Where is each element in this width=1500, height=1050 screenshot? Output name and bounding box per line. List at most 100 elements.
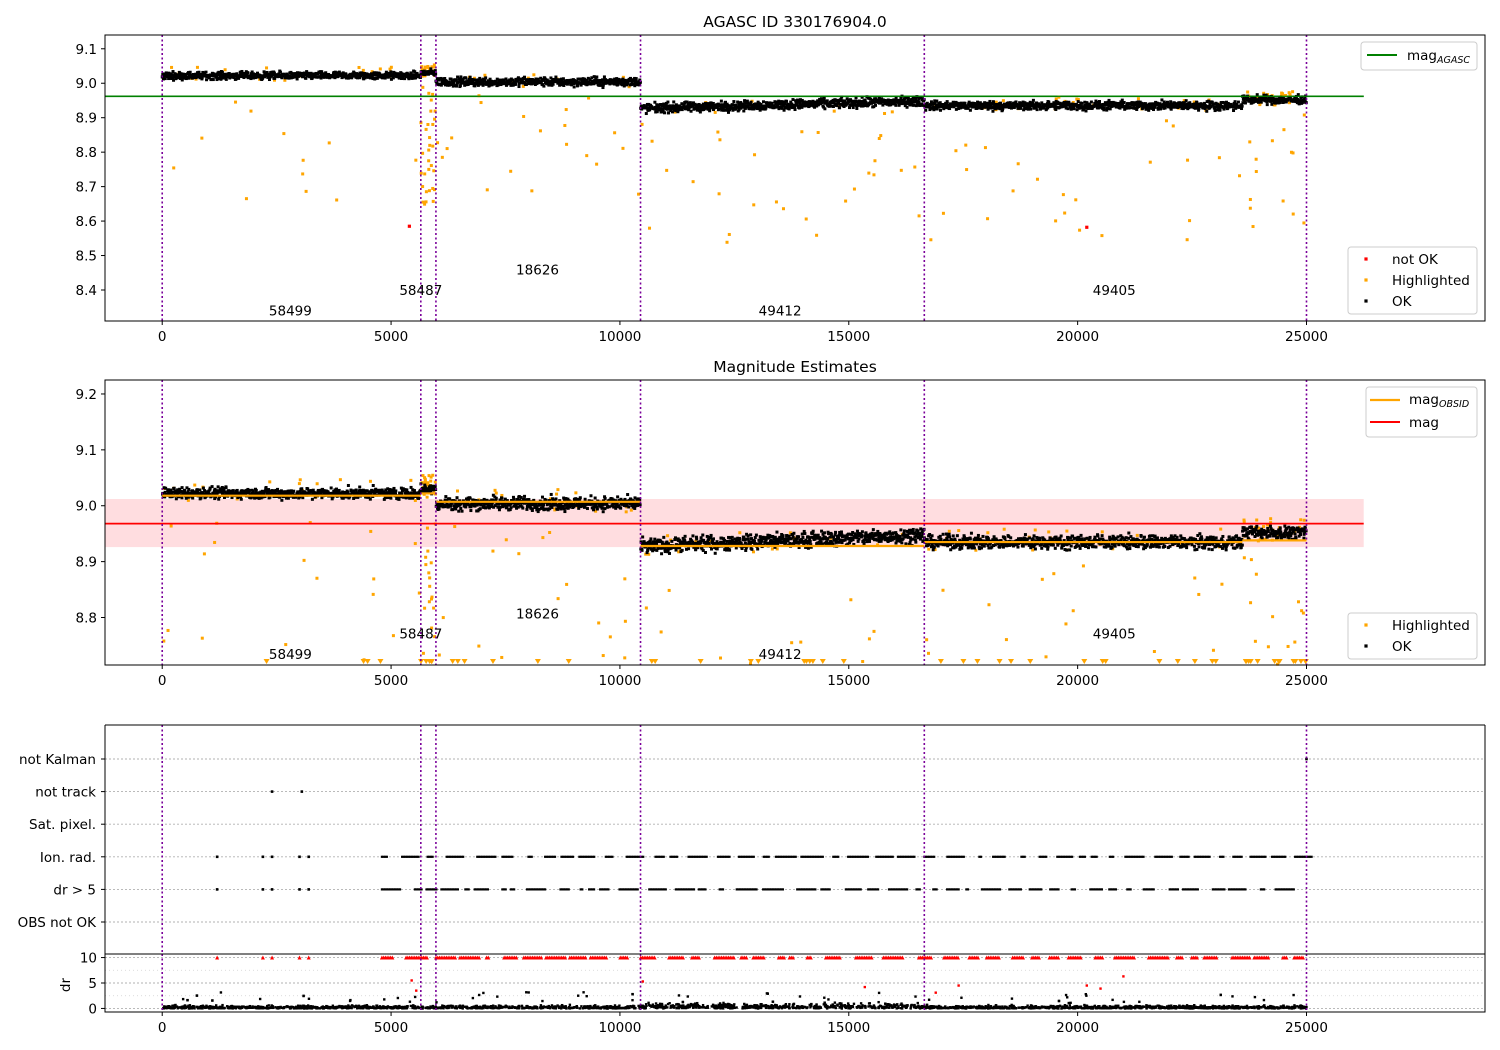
ok-point [761,100,765,104]
ok-point [1054,108,1058,112]
ok-point [568,505,572,509]
ok-point [445,83,449,87]
ok-point [379,73,383,77]
ok-point [479,503,483,507]
legend-entry-label: Highlighted [1392,273,1470,289]
highlighted-point [423,477,427,481]
ok-point [855,106,859,110]
ok-point [777,107,781,111]
ok-point [978,101,982,105]
ok-point [346,491,350,495]
ok-point [517,495,521,499]
ok-point [1253,96,1257,100]
highlighted-point [338,478,342,482]
ok-point [804,104,808,108]
ok-point [1241,101,1245,105]
highlighted-point [428,584,432,588]
ok-point [1041,104,1045,108]
highlighted-point [427,600,431,604]
ok-point [261,76,265,80]
highlighted-point [456,489,460,493]
ok-point [1067,101,1071,105]
ok-point [279,489,283,493]
ok-point [1180,106,1184,110]
highlighted-point [713,110,717,114]
ok-point [711,108,715,112]
ok-point [468,75,472,79]
ok-point [166,73,170,77]
ok-point [919,96,923,100]
ok-point [578,497,582,501]
ok-point [528,503,532,507]
ok-point [203,495,207,499]
ok-point [686,542,690,546]
ok-point [817,102,821,106]
ok-point [371,77,375,81]
ok-point [542,507,546,511]
ok-point [691,534,695,538]
ok-point [644,112,648,116]
ok-point [229,492,233,496]
highlighted-point [621,75,625,79]
ok-point [879,101,883,105]
ok-point [220,70,224,74]
highlighted-point [1286,644,1290,648]
ok-point [539,81,543,85]
ok-point [319,492,323,496]
ok-point [763,104,767,108]
ok-point [171,490,175,494]
ok-point [987,101,991,105]
ok-point [698,104,702,108]
ok-point [246,71,250,75]
ok-point [1206,105,1210,109]
ok-point [656,546,660,550]
ok-point [536,78,540,82]
highlighted-point [453,525,457,529]
ok-point [759,542,763,546]
ok-point [754,103,758,107]
panel-title: AGASC ID 330176904.0 [703,13,887,31]
ok-point [787,105,791,109]
ok-point [813,537,817,541]
ok-point [1299,99,1303,103]
highlighted-point [494,491,498,495]
ok-point [397,497,401,501]
ok-point [637,80,641,84]
ok-point [396,72,400,76]
ok-point [417,492,421,496]
ok-point [355,72,359,76]
ok-point [693,102,697,106]
ok-point [743,538,747,542]
ok-point [264,486,268,490]
x-tick-label: 20000 [1056,329,1099,345]
ok-point [588,78,592,82]
ok-point [214,495,218,499]
ok-point [1149,102,1153,106]
clipped-highlight-marker [697,659,704,664]
ok-point [957,107,961,111]
highlighted-point [727,232,731,236]
ok-point [653,100,657,104]
ok-point [726,110,730,114]
highlighted-point [556,597,560,601]
ok-point [199,496,203,500]
ok-point [999,101,1003,105]
ok-point [372,73,376,77]
ok-point [899,96,903,100]
highlighted-point [1255,518,1259,522]
highlighted-point [1100,530,1104,534]
ok-point [334,487,338,491]
y-tick-label: 8.6 [76,214,97,230]
highlighted-point [200,136,204,140]
ok-point [776,542,780,546]
highlighted-point [413,499,417,503]
ok-point [665,105,669,109]
ok-point [708,107,712,111]
legend-marker [1364,278,1368,282]
ok-point [1023,101,1027,105]
ok-point [255,75,259,79]
ok-point [200,76,204,80]
ok-point [610,497,614,501]
ok-point [1024,103,1028,107]
highlighted-point [1301,611,1305,615]
